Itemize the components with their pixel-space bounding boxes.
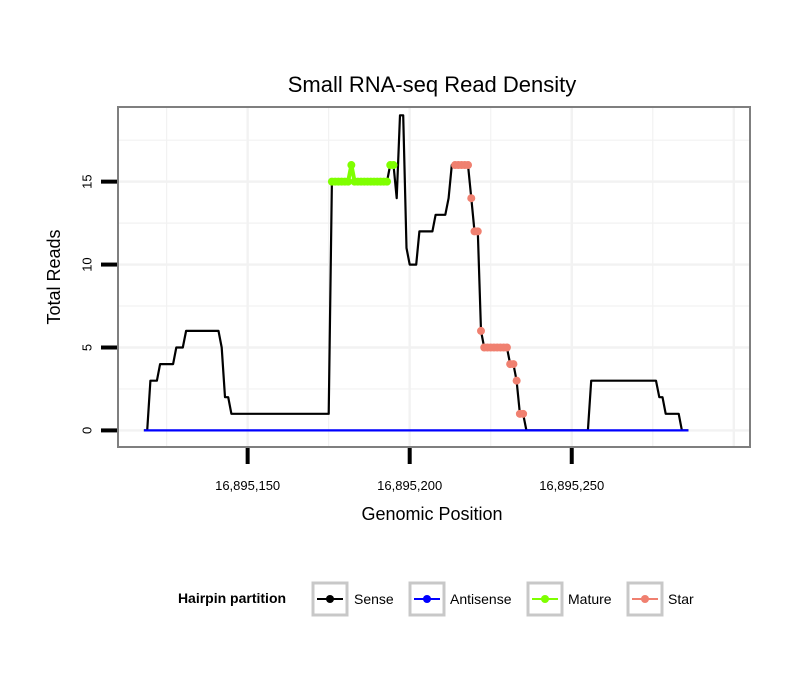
legend: Hairpin partition Sense Antisense Mature St…	[178, 581, 694, 617]
star-point	[464, 161, 473, 170]
legend-item-mature: Mature	[526, 581, 612, 617]
star-point	[473, 227, 482, 236]
x-tick-label: 16,895,200	[377, 478, 442, 493]
series-layer	[143, 114, 689, 432]
star-point	[509, 360, 518, 369]
legend-label: Star	[668, 591, 694, 607]
legend-item-antisense: Antisense	[408, 581, 512, 617]
legend-key-point	[326, 595, 334, 603]
y-tick-label: 0	[79, 427, 94, 434]
y-tick-label: 10	[79, 257, 94, 271]
x-tick-label: 16,895,150	[215, 478, 280, 493]
legend-label: Sense	[354, 591, 394, 607]
legend-key-point	[541, 595, 549, 603]
legend-title: Hairpin partition	[178, 590, 286, 606]
star-point	[519, 409, 528, 418]
legend-label: Antisense	[450, 591, 512, 607]
legend-label: Mature	[568, 591, 612, 607]
star-point	[476, 326, 485, 335]
axes: 16,895,150 16,895,200 16,895,250 0 5 10 15	[79, 174, 604, 493]
star-point	[467, 194, 476, 203]
legend-key-point	[423, 595, 431, 603]
legend-item-star: Star	[626, 581, 694, 617]
plot-panel	[117, 106, 751, 448]
y-axis-title: Total Reads	[44, 229, 64, 324]
mature-point	[389, 161, 398, 170]
series-sense	[143, 114, 689, 432]
legend-item-sense: Sense	[311, 581, 394, 617]
mature-point	[344, 177, 353, 186]
y-tick-label: 15	[79, 174, 94, 188]
y-tick-label: 5	[79, 344, 94, 351]
legend-key-point	[641, 595, 649, 603]
sense-line	[143, 114, 689, 432]
x-axis-title: Genomic Position	[361, 504, 502, 524]
mature-point	[347, 161, 356, 170]
star-point	[512, 376, 521, 385]
series-mature	[327, 161, 398, 186]
series-star	[451, 161, 528, 418]
star-point	[502, 343, 511, 352]
x-tick-label: 16,895,250	[539, 478, 604, 493]
chart-title: Small RNA-seq Read Density	[288, 72, 577, 97]
mature-point	[383, 177, 392, 186]
